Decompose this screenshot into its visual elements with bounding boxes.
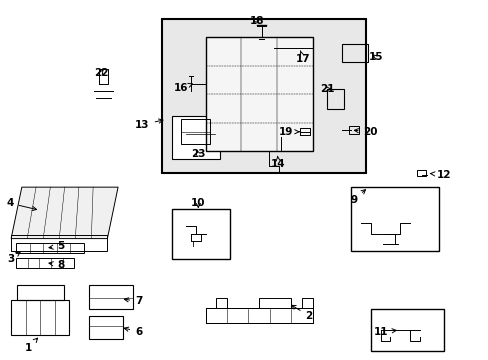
Text: 12: 12 — [429, 170, 450, 180]
Bar — [11, 235, 107, 251]
Text: 16: 16 — [174, 83, 192, 93]
Bar — [171, 116, 220, 158]
Bar — [205, 37, 312, 152]
Bar — [351, 187, 438, 251]
Bar — [416, 170, 425, 176]
Text: 19: 19 — [278, 127, 299, 137]
Text: 5: 5 — [49, 241, 64, 251]
Polygon shape — [11, 187, 118, 239]
Text: 3: 3 — [7, 252, 20, 264]
Bar — [326, 89, 344, 109]
Bar — [17, 285, 63, 300]
Bar — [205, 308, 312, 323]
Text: 14: 14 — [271, 156, 285, 169]
Text: 9: 9 — [349, 190, 365, 204]
Bar — [89, 285, 132, 309]
Text: 4: 4 — [6, 198, 37, 211]
Text: 23: 23 — [191, 149, 205, 159]
Text: 10: 10 — [191, 198, 205, 208]
Bar — [89, 316, 122, 339]
Text: 15: 15 — [368, 52, 382, 62]
Text: 13: 13 — [135, 119, 163, 130]
Bar — [348, 126, 358, 134]
Text: 18: 18 — [249, 16, 264, 26]
Text: 11: 11 — [373, 327, 395, 337]
Text: 8: 8 — [49, 260, 64, 270]
Text: 21: 21 — [319, 84, 334, 94]
Bar — [370, 309, 443, 351]
Text: 17: 17 — [295, 51, 309, 64]
Text: 1: 1 — [24, 338, 38, 353]
Bar — [171, 208, 229, 258]
Bar — [341, 44, 368, 62]
Bar — [11, 300, 69, 336]
Text: 6: 6 — [124, 327, 142, 337]
Bar — [16, 243, 84, 253]
Text: 20: 20 — [354, 127, 377, 137]
Bar — [181, 119, 210, 144]
Text: 2: 2 — [291, 305, 312, 321]
Text: 7: 7 — [124, 296, 142, 306]
Text: 22: 22 — [94, 68, 108, 78]
Bar — [162, 19, 366, 173]
Bar — [16, 257, 74, 267]
